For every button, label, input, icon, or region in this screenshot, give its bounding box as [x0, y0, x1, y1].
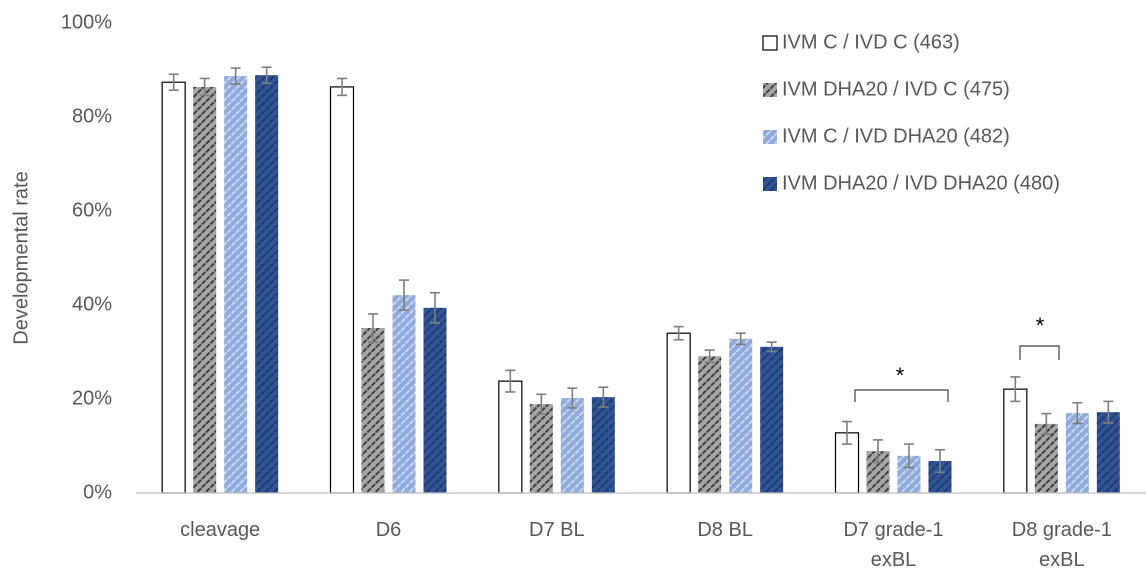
bar [1096, 412, 1120, 493]
error-bar [230, 67, 241, 85]
legend-label: IVM C / IVD DHA20 (482) [782, 125, 1010, 147]
bar [498, 380, 523, 494]
x-tick-label: D8 BL [697, 519, 753, 541]
bar [1034, 423, 1058, 493]
error-bar [873, 439, 883, 464]
y-tick-label: 40% [72, 293, 112, 315]
bar [897, 455, 921, 493]
error-bar [735, 332, 746, 346]
bar [1003, 388, 1028, 494]
bar [729, 338, 753, 493]
annotation: * [1036, 313, 1045, 338]
significance-bracket [1019, 345, 1060, 360]
error-bar [1072, 401, 1083, 425]
error-bar [430, 291, 440, 324]
bar [392, 295, 416, 493]
bar [666, 332, 691, 494]
y-tick-label: 100% [61, 11, 112, 33]
legend-label: IVM C / IVD C (463) [782, 31, 960, 53]
y-tick-label: 80% [72, 105, 112, 127]
x-tick-label: cleavage [180, 519, 261, 541]
x-tick-label: D6 [375, 519, 402, 541]
error-bar [1041, 412, 1052, 436]
x-tick-label: D8 grade-1 exBL [1011, 519, 1112, 571]
bar [698, 356, 722, 493]
error-bar [598, 386, 609, 408]
bar [1065, 413, 1089, 493]
y-tick-label: 0% [83, 481, 112, 503]
bar [361, 328, 385, 493]
bar [928, 461, 952, 493]
error-bar [673, 325, 684, 341]
bar [329, 86, 355, 494]
y-tick-label: 60% [72, 199, 112, 221]
error-bar [766, 341, 777, 353]
bar [193, 86, 217, 494]
bar [529, 404, 553, 493]
error-bar [1010, 376, 1021, 403]
bar [866, 451, 890, 493]
error-bar [337, 77, 347, 97]
legend-swatch [763, 177, 777, 191]
error-bar [1103, 400, 1114, 424]
error-bar [399, 279, 409, 311]
bar [224, 76, 248, 494]
bar [161, 81, 186, 494]
bar [560, 398, 584, 493]
bar [760, 346, 784, 493]
y-axis-label: Developmental rate [10, 171, 32, 344]
legend-label: IVM DHA20 / IVD C (475) [782, 78, 1010, 100]
legend-label: IVM DHA20 / IVD DHA20 (480) [782, 172, 1060, 194]
error-bar [199, 77, 210, 97]
error-bar [935, 448, 945, 474]
x-tick-label: D7 grade-1 exBL [843, 519, 944, 571]
legend-swatch [763, 130, 777, 144]
error-bar [567, 387, 578, 409]
legend-swatch [763, 83, 777, 97]
error-bar [842, 420, 852, 445]
legend-swatch [762, 35, 778, 51]
error-bar [261, 66, 272, 84]
error-bar [368, 313, 378, 343]
annotation: * [896, 363, 905, 388]
x-tick-label: D7 BL [529, 519, 585, 541]
bar [591, 397, 615, 493]
error-bar [168, 73, 179, 92]
significance-bracket [854, 389, 949, 402]
bar [255, 75, 279, 494]
error-bar [704, 349, 715, 364]
y-tick-label: 20% [72, 387, 112, 409]
error-bar [536, 393, 547, 415]
bar [423, 307, 447, 493]
error-bar [505, 369, 516, 393]
error-bar [904, 443, 914, 469]
